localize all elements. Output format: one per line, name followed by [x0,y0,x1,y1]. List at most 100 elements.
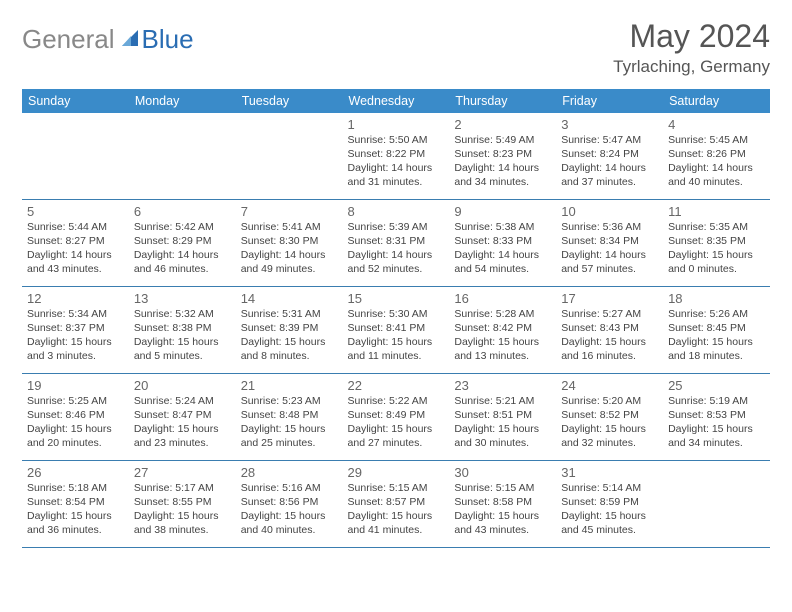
day-cell [236,113,343,199]
day-cell: 1Sunrise: 5:50 AMSunset: 8:22 PMDaylight… [343,113,450,199]
day-info: Sunrise: 5:50 AMSunset: 8:22 PMDaylight:… [348,134,445,189]
day-number: 22 [348,378,445,393]
day-info: Sunrise: 5:27 AMSunset: 8:43 PMDaylight:… [561,308,658,363]
day-number: 24 [561,378,658,393]
day-cell: 23 Sunrise: 5:21 AMSunset: 8:51 PMDayligh… [449,374,556,460]
day-number: 15 [348,291,445,306]
day-info: Sunrise: 5:17 AMSunset: 8:55 PMDaylight:… [134,482,231,537]
day-header: Thursday [449,89,556,113]
week-row: 1Sunrise: 5:50 AMSunset: 8:22 PMDaylight… [22,113,770,200]
day-info: Sunrise: 5:19 AMSunset: 8:53 PMDaylight:… [668,395,765,450]
day-info: Sunrise: 5:36 AMSunset: 8:34 PMDaylight:… [561,221,658,276]
day-cell: 13 Sunrise: 5:32 AMSunset: 8:38 PMDayligh… [129,287,236,373]
day-cell: 20Sunrise: 5:24 AMSunset: 8:47 PMDayligh… [129,374,236,460]
day-info: Sunrise: 5:38 AMSunset: 8:33 PMDaylight:… [454,221,551,276]
logo: General Blue [22,18,194,55]
day-number: 16 [454,291,551,306]
day-header: Sunday [22,89,129,113]
day-cell: 24 Sunrise: 5:20 AMSunset: 8:52 PMDayligh… [556,374,663,460]
day-info: Sunrise: 5:21 AMSunset: 8:51 PMDaylight:… [454,395,551,450]
day-cell: 3Sunrise: 5:47 AMSunset: 8:24 PMDaylight… [556,113,663,199]
day-info: Sunrise: 5:39 AMSunset: 8:31 PMDaylight:… [348,221,445,276]
day-info: Sunrise: 5:41 AMSunset: 8:30 PMDaylight:… [241,221,338,276]
day-cell: 29 Sunrise: 5:15 AMSunset: 8:57 PMDayligh… [343,461,450,547]
day-header: Tuesday [236,89,343,113]
day-cell: 17Sunrise: 5:27 AMSunset: 8:43 PMDayligh… [556,287,663,373]
day-cell: 5 Sunrise: 5:44 AMSunset: 8:27 PMDaylight… [22,200,129,286]
day-number: 29 [348,465,445,480]
day-header: Monday [129,89,236,113]
day-cell: 4 Sunrise: 5:45 AMSunset: 8:26 PMDaylight… [663,113,770,199]
day-info: Sunrise: 5:30 AMSunset: 8:41 PMDaylight:… [348,308,445,363]
day-number: 30 [454,465,551,480]
day-number: 6 [134,204,231,219]
day-number: 4 [668,117,765,132]
week-row: 5 Sunrise: 5:44 AMSunset: 8:27 PMDaylight… [22,200,770,287]
week-row: 19Sunrise: 5:25 AMSunset: 8:46 PMDayligh… [22,374,770,461]
day-number: 5 [27,204,124,219]
day-info: Sunrise: 5:23 AMSunset: 8:48 PMDaylight:… [241,395,338,450]
day-info: Sunrise: 5:20 AMSunset: 8:52 PMDaylight:… [561,395,658,450]
day-info: Sunrise: 5:44 AMSunset: 8:27 PMDaylight:… [27,221,124,276]
day-info: Sunrise: 5:28 AMSunset: 8:42 PMDaylight:… [454,308,551,363]
day-cell: 19Sunrise: 5:25 AMSunset: 8:46 PMDayligh… [22,374,129,460]
day-cell: 14Sunrise: 5:31 AMSunset: 8:39 PMDayligh… [236,287,343,373]
day-info: Sunrise: 5:25 AMSunset: 8:46 PMDaylight:… [27,395,124,450]
day-cell: 27Sunrise: 5:17 AMSunset: 8:55 PMDayligh… [129,461,236,547]
day-cell: 11 Sunrise: 5:35 AMSunset: 8:35 PMDayligh… [663,200,770,286]
day-number: 11 [668,204,765,219]
day-header: Wednesday [343,89,450,113]
day-info: Sunrise: 5:18 AMSunset: 8:54 PMDaylight:… [27,482,124,537]
day-number: 2 [454,117,551,132]
day-cell [129,113,236,199]
day-number: 25 [668,378,765,393]
day-info: Sunrise: 5:32 AMSunset: 8:38 PMDaylight:… [134,308,231,363]
day-number: 28 [241,465,338,480]
day-cell: 31 Sunrise: 5:14 AMSunset: 8:59 PMDayligh… [556,461,663,547]
day-info: Sunrise: 5:35 AMSunset: 8:35 PMDaylight:… [668,221,765,276]
day-number: 8 [348,204,445,219]
day-cell: 9 Sunrise: 5:38 AMSunset: 8:33 PMDaylight… [449,200,556,286]
day-cell: 25 Sunrise: 5:19 AMSunset: 8:53 PMDayligh… [663,374,770,460]
day-number: 31 [561,465,658,480]
day-number: 23 [454,378,551,393]
day-cell: 15 Sunrise: 5:30 AMSunset: 8:41 PMDayligh… [343,287,450,373]
day-cell: 2Sunrise: 5:49 AMSunset: 8:23 PMDaylight… [449,113,556,199]
day-header: Friday [556,89,663,113]
day-number: 9 [454,204,551,219]
day-info: Sunrise: 5:47 AMSunset: 8:24 PMDaylight:… [561,134,658,189]
day-info: Sunrise: 5:42 AMSunset: 8:29 PMDaylight:… [134,221,231,276]
title-block: May 2024 Tyrlaching, Germany [613,18,770,77]
week-row: 12Sunrise: 5:34 AMSunset: 8:37 PMDayligh… [22,287,770,374]
day-cell: 6 Sunrise: 5:42 AMSunset: 8:29 PMDaylight… [129,200,236,286]
header: General Blue May 2024 Tyrlaching, German… [22,18,770,77]
day-cell [22,113,129,199]
day-cell: 22Sunrise: 5:22 AMSunset: 8:49 PMDayligh… [343,374,450,460]
month-title: May 2024 [613,18,770,55]
logo-text-general: General [22,24,115,55]
day-cell: 12Sunrise: 5:34 AMSunset: 8:37 PMDayligh… [22,287,129,373]
calendar: SundayMondayTuesdayWednesdayThursdayFrid… [22,89,770,548]
day-info: Sunrise: 5:26 AMSunset: 8:45 PMDaylight:… [668,308,765,363]
weeks-container: 1Sunrise: 5:50 AMSunset: 8:22 PMDaylight… [22,113,770,548]
day-number: 26 [27,465,124,480]
day-cell: 21 Sunrise: 5:23 AMSunset: 8:48 PMDayligh… [236,374,343,460]
day-number: 7 [241,204,338,219]
day-info: Sunrise: 5:14 AMSunset: 8:59 PMDaylight:… [561,482,658,537]
logo-text-blue: Blue [142,24,194,55]
day-info: Sunrise: 5:34 AMSunset: 8:37 PMDaylight:… [27,308,124,363]
day-number: 20 [134,378,231,393]
day-info: Sunrise: 5:16 AMSunset: 8:56 PMDaylight:… [241,482,338,537]
day-header-row: SundayMondayTuesdayWednesdayThursdayFrid… [22,89,770,113]
day-number: 21 [241,378,338,393]
day-cell: 10 Sunrise: 5:36 AMSunset: 8:34 PMDayligh… [556,200,663,286]
day-cell: 18Sunrise: 5:26 AMSunset: 8:45 PMDayligh… [663,287,770,373]
day-info: Sunrise: 5:15 AMSunset: 8:57 PMDaylight:… [348,482,445,537]
week-row: 26 Sunrise: 5:18 AMSunset: 8:54 PMDayligh… [22,461,770,548]
location: Tyrlaching, Germany [613,57,770,77]
day-info: Sunrise: 5:45 AMSunset: 8:26 PMDaylight:… [668,134,765,189]
day-info: Sunrise: 5:15 AMSunset: 8:58 PMDaylight:… [454,482,551,537]
day-number: 10 [561,204,658,219]
day-cell: 8 Sunrise: 5:39 AMSunset: 8:31 PMDaylight… [343,200,450,286]
day-number: 13 [134,291,231,306]
